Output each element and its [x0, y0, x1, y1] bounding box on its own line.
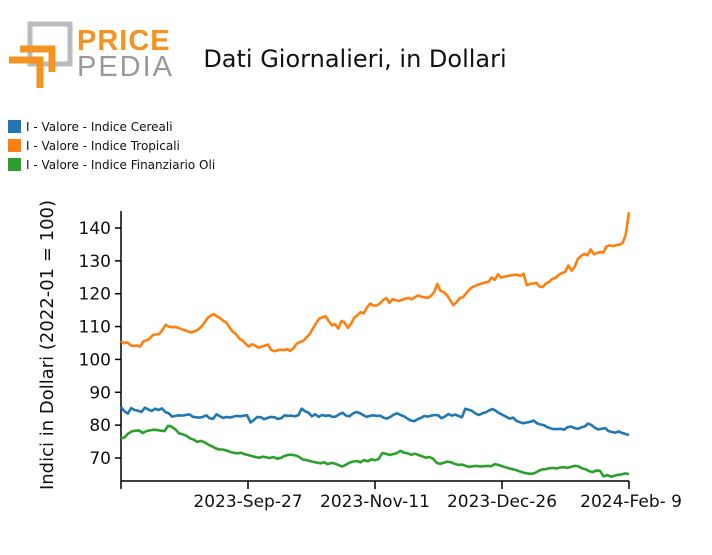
legend: I - Valore - Indice Cereali I - Valore - … [8, 120, 215, 172]
legend-label: I - Valore - Indice Tropicali [26, 139, 180, 153]
logo-mark-icon [9, 21, 73, 88]
legend-swatch [8, 120, 21, 133]
series-line-2 [120, 212, 631, 353]
chart-title: Dati Giornalieri, in Dollari [203, 45, 506, 73]
series-line-1 [119, 406, 630, 437]
x-tick-label: 2023-Nov-11 [320, 492, 430, 512]
x-axis: 2023-Sep-27 2023-Nov-11 2023-Dec-26 2024-Fe… [120, 480, 682, 512]
series-group [119, 212, 631, 478]
y-tick-label: 80 [89, 416, 111, 436]
y-axis-label: Indici in Dollari (2022-01 = 100) [37, 200, 58, 490]
logo-text-pedia: PEDIA [77, 51, 174, 83]
pricepedia-logo: PRICE PEDIA [9, 21, 174, 88]
y-tick-label: 70 [89, 449, 111, 469]
y-axis: 70 80 90 100 110 120 130 140 [79, 211, 122, 481]
y-tick-label: 90 [89, 383, 111, 403]
x-tick-label: 2023-Dec-26 [447, 492, 557, 512]
y-tick-label: 140 [79, 219, 111, 239]
y-tick-label: 130 [79, 252, 111, 272]
y-tick-label: 120 [79, 285, 111, 305]
x-tick-label: 2023-Sep-27 [193, 492, 302, 512]
logo-text-price: PRICE [77, 25, 171, 57]
series-line-3 [120, 424, 630, 478]
x-tick-label: 2024-Feb- 9 [580, 492, 682, 512]
legend-swatch [8, 158, 21, 171]
legend-label: I - Valore - Indice Cereali [26, 120, 173, 134]
y-tick-label: 100 [79, 350, 111, 370]
legend-label: I - Valore - Indice Finanziario Oli [26, 158, 215, 172]
y-tick-label: 110 [79, 318, 111, 338]
legend-swatch [8, 139, 21, 152]
